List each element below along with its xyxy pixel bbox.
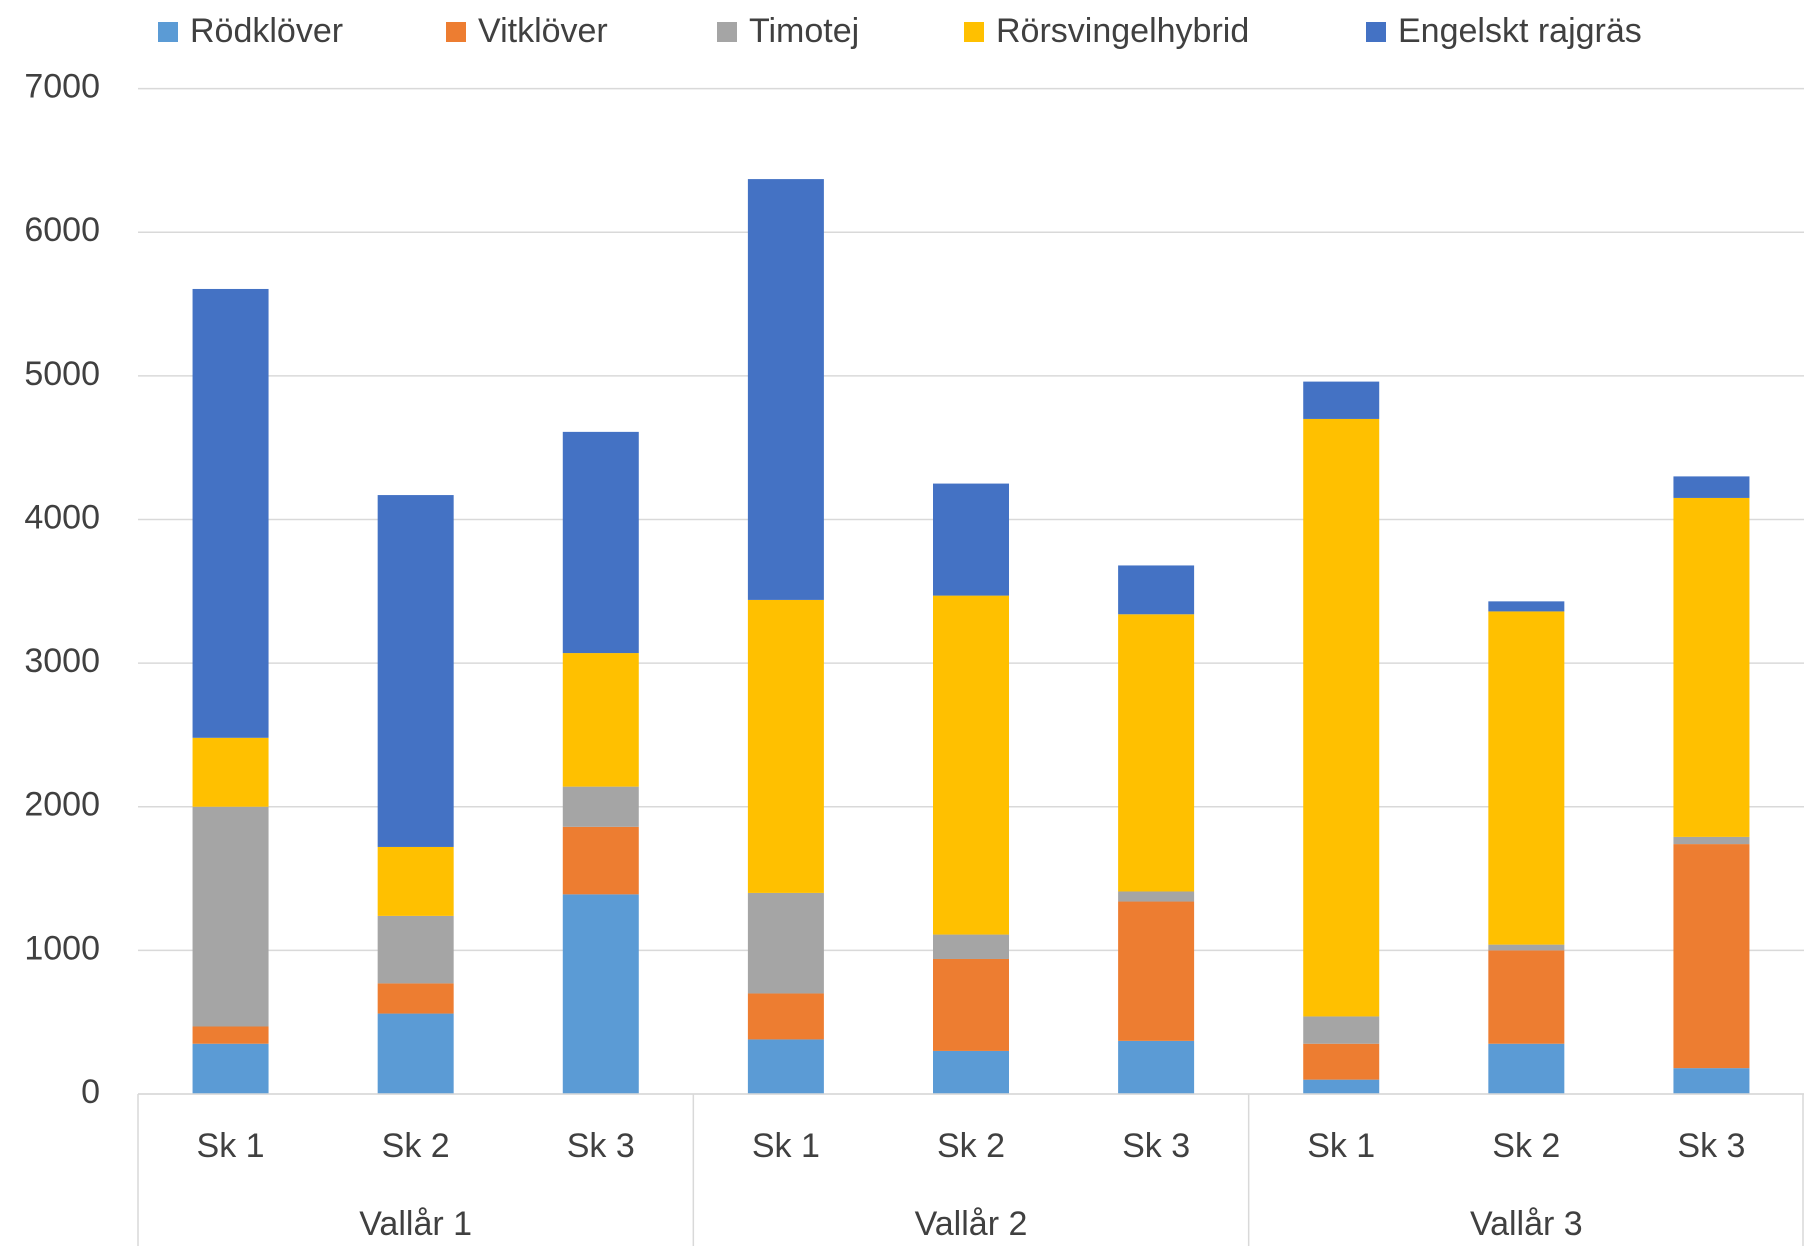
y-tick-label: 6000 [24, 211, 100, 249]
bar-segment [192, 1043, 269, 1094]
y-tick-label: 7000 [24, 68, 100, 106]
group-label: Vallår 3 [1470, 1205, 1583, 1243]
bar-segment [933, 483, 1009, 596]
legend-label: Engelskt rajgräs [1398, 12, 1642, 50]
bar-segment [192, 288, 269, 738]
x-tick-label: Sk 3 [1677, 1127, 1745, 1165]
bar-segment [747, 892, 824, 994]
x-tick-label: Sk 2 [382, 1127, 450, 1165]
bar-segment [933, 1050, 1009, 1094]
legend-swatch [964, 22, 984, 42]
x-tick-label: Sk 2 [937, 1127, 1005, 1165]
y-tick-label: 5000 [24, 355, 100, 393]
bar-segment [1488, 611, 1565, 945]
bar-segment [1673, 844, 1750, 1069]
bar-segment [1488, 601, 1565, 612]
x-tick-label: Sk 1 [197, 1127, 265, 1165]
bar-segment [1118, 565, 1195, 615]
bar-segment [747, 993, 824, 1040]
bar-segment [1673, 836, 1750, 845]
bar-segment [747, 1039, 824, 1094]
bar-segment [1303, 1043, 1380, 1080]
bar-segment [377, 846, 454, 916]
bar-segment [1303, 418, 1380, 1017]
bar-segment [1488, 1043, 1565, 1094]
bar-segment [1673, 476, 1750, 498]
bar-segment [192, 1026, 269, 1044]
group-label: Vallår 1 [359, 1205, 472, 1243]
group-label: Vallår 2 [915, 1205, 1028, 1243]
legend-label: Rödklöver [190, 12, 343, 50]
bar-segment [933, 595, 1009, 935]
y-tick-label: 2000 [24, 786, 100, 824]
bar-segment [377, 915, 454, 984]
bar-segment [562, 431, 639, 654]
bar-segment [377, 983, 454, 1014]
bar-segment [377, 1013, 454, 1094]
y-tick-label: 0 [81, 1073, 100, 1111]
bar-segment [1673, 1068, 1750, 1094]
bar-segment [933, 958, 1009, 1051]
legend-label: Vitklöver [478, 12, 608, 50]
bar-segment [562, 826, 639, 895]
bar-segment [1118, 614, 1195, 892]
legend-label: Rörsvingelhybrid [996, 12, 1249, 50]
bar-segment [1303, 1016, 1380, 1044]
x-tick-label: Sk 3 [1122, 1127, 1190, 1165]
x-tick-label: Sk 1 [752, 1127, 820, 1165]
x-tick-label: Sk 3 [567, 1127, 635, 1165]
bar-segment [562, 894, 639, 1094]
bar-segment [1118, 901, 1195, 1041]
legend-label: Timotej [749, 12, 859, 50]
bar-segment [1303, 1079, 1380, 1094]
bar-segment [562, 786, 639, 827]
x-tick-label: Sk 2 [1492, 1127, 1560, 1165]
bar-segment [1673, 497, 1750, 837]
bar-segment [1488, 944, 1565, 951]
bar-segment [747, 179, 824, 600]
y-tick-label: 3000 [24, 642, 100, 680]
bar-segment [562, 653, 639, 787]
bar-segment [933, 934, 1009, 959]
y-tick-label: 1000 [24, 929, 100, 967]
legend-swatch [1366, 22, 1386, 42]
legend-swatch [717, 22, 737, 42]
bar-segment [192, 737, 269, 807]
bar-segment [192, 806, 269, 1027]
bar-segment [1488, 950, 1565, 1044]
bar-segment [747, 599, 824, 893]
bar-segment [377, 495, 454, 847]
y-tick-label: 4000 [24, 498, 100, 536]
bar-segment [1118, 891, 1195, 902]
bar-segment [1118, 1040, 1195, 1094]
bar-segment [1303, 381, 1380, 419]
legend-swatch [158, 22, 178, 42]
x-tick-label: Sk 1 [1307, 1127, 1375, 1165]
legend-swatch [446, 22, 466, 42]
